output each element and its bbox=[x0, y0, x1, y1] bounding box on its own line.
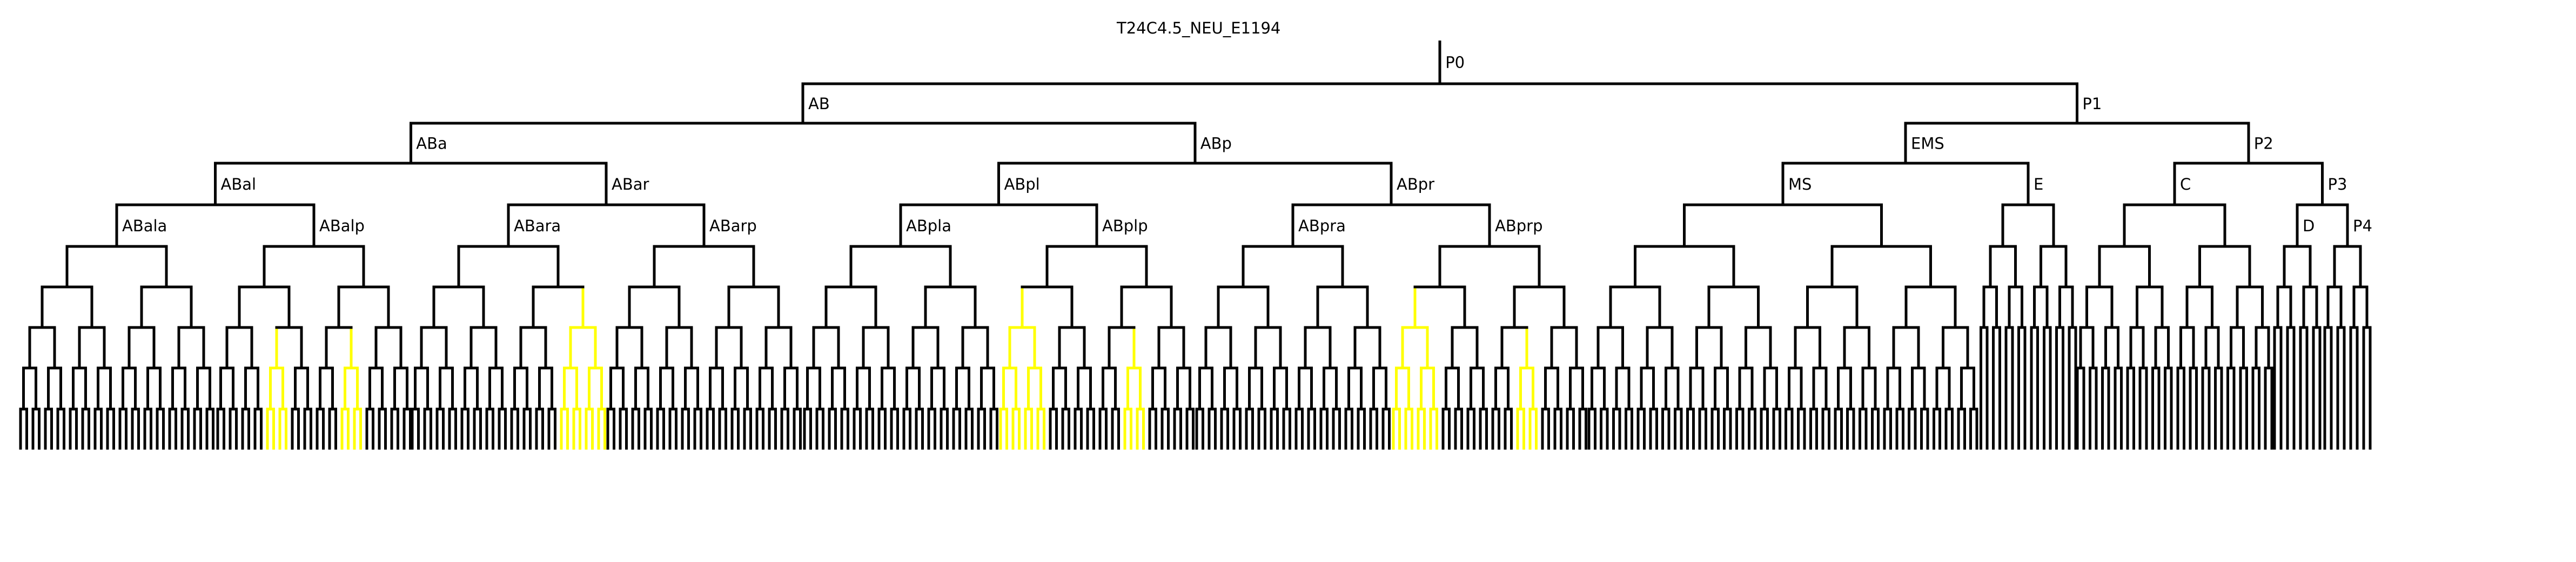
node-label-ABal: ABal bbox=[221, 175, 257, 193]
node-label-ABpr: ABpr bbox=[1397, 175, 1434, 193]
node-label-D: D bbox=[2303, 217, 2315, 235]
chart-title: T24C4.5_NEU_E1194 bbox=[1116, 19, 1280, 37]
node-label-P0: P0 bbox=[1445, 53, 1465, 71]
node-label-E: E bbox=[2034, 175, 2043, 193]
node-label-ABpla: ABpla bbox=[906, 217, 951, 235]
node-label-AB: AB bbox=[808, 95, 830, 113]
node-label-ABpl: ABpl bbox=[1004, 175, 1040, 193]
node-label-ABprp: ABprp bbox=[1495, 217, 1542, 235]
tree-lines-layer: ABala ABalp ABal ABara ABarp ABar ABa ABpla ABpl… bbox=[19, 41, 2372, 450]
node-label-EMS: EMS bbox=[1911, 134, 1944, 152]
node-label-ABala: ABala bbox=[122, 217, 167, 235]
node-label-P3: P3 bbox=[2328, 175, 2347, 193]
node-label-ABpra: ABpra bbox=[1298, 217, 1346, 235]
node-label-ABara: ABara bbox=[514, 217, 561, 235]
node-label-C: C bbox=[2180, 175, 2191, 193]
node-label-ABplp: ABplp bbox=[1102, 217, 1148, 235]
node-label-ABar: ABar bbox=[612, 175, 649, 193]
node-label-P2: P2 bbox=[2254, 134, 2273, 152]
node-label-ABarp: ABarp bbox=[709, 217, 757, 235]
node-label-ABa: ABa bbox=[416, 134, 447, 152]
node-label-ABp: ABp bbox=[1200, 134, 1232, 152]
node-label-MS: MS bbox=[1788, 175, 1812, 193]
node-label-ABalp: ABalp bbox=[319, 217, 365, 235]
node-label-P1: P1 bbox=[2082, 95, 2102, 113]
node-label-P4: P4 bbox=[2353, 217, 2372, 235]
